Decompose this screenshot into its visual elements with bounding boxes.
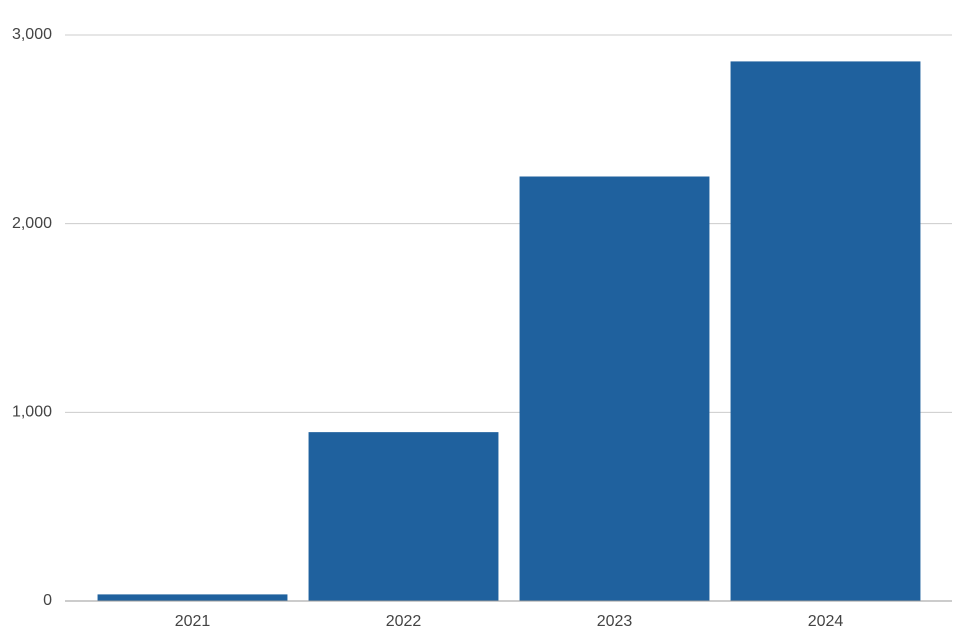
y-tick-label: 0 — [43, 592, 52, 609]
y-tick-label: 3,000 — [12, 26, 52, 43]
x-tick-label: 2023 — [597, 613, 633, 630]
y-tick-label: 1,000 — [12, 404, 52, 421]
bar — [308, 432, 499, 601]
x-tick-label: 2021 — [175, 613, 211, 630]
bar — [97, 594, 288, 601]
y-tick-label: 2,000 — [12, 215, 52, 232]
bar — [519, 176, 710, 601]
x-tick-label: 2022 — [386, 613, 422, 630]
x-tick-label: 2024 — [808, 613, 844, 630]
bar — [730, 61, 921, 602]
